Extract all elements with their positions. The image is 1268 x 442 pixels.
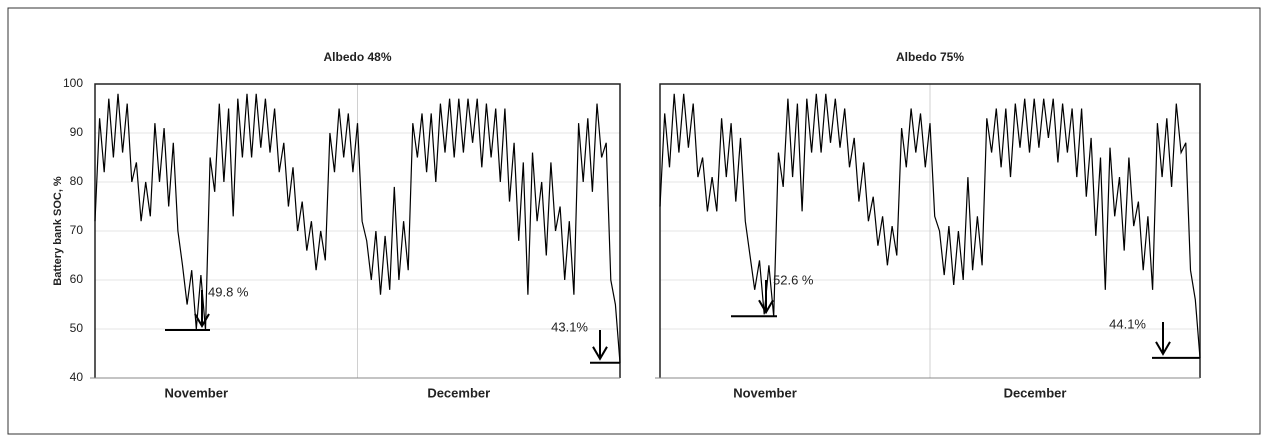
annotation: 49.8 % bbox=[208, 284, 249, 299]
plot-border bbox=[659, 83, 1201, 378]
plot-border bbox=[94, 83, 621, 378]
x-tick-label: December bbox=[1004, 385, 1067, 400]
chart-title: Albedo 75% bbox=[896, 50, 964, 64]
y-tick-label: 60 bbox=[70, 272, 84, 286]
soc-line bbox=[659, 93, 1201, 358]
y-tick-label: 90 bbox=[70, 125, 84, 139]
y-tick-label: 50 bbox=[70, 321, 84, 335]
arrow-head bbox=[1155, 341, 1171, 356]
x-tick-label: November bbox=[164, 385, 228, 400]
x-tick-label: November bbox=[733, 385, 797, 400]
arrow-head bbox=[194, 313, 210, 328]
annotation: 52.6 % bbox=[773, 272, 814, 287]
frame bbox=[7, 7, 1261, 435]
y-tick-label: 80 bbox=[70, 174, 84, 188]
y-axis-label: Battery bank SOC, % bbox=[52, 176, 64, 286]
annotation: 44.1% bbox=[1109, 316, 1146, 331]
arrow-head bbox=[592, 346, 608, 361]
y-tick-label: 70 bbox=[70, 223, 84, 237]
annotation: 43.1% bbox=[551, 319, 588, 334]
y-tick-label: 100 bbox=[63, 76, 83, 90]
y-tick-label: 40 bbox=[70, 370, 84, 384]
arrow-head bbox=[758, 299, 774, 315]
chart-title: Albedo 48% bbox=[323, 50, 391, 64]
soc-line bbox=[94, 93, 621, 363]
x-tick-label: December bbox=[427, 385, 490, 400]
